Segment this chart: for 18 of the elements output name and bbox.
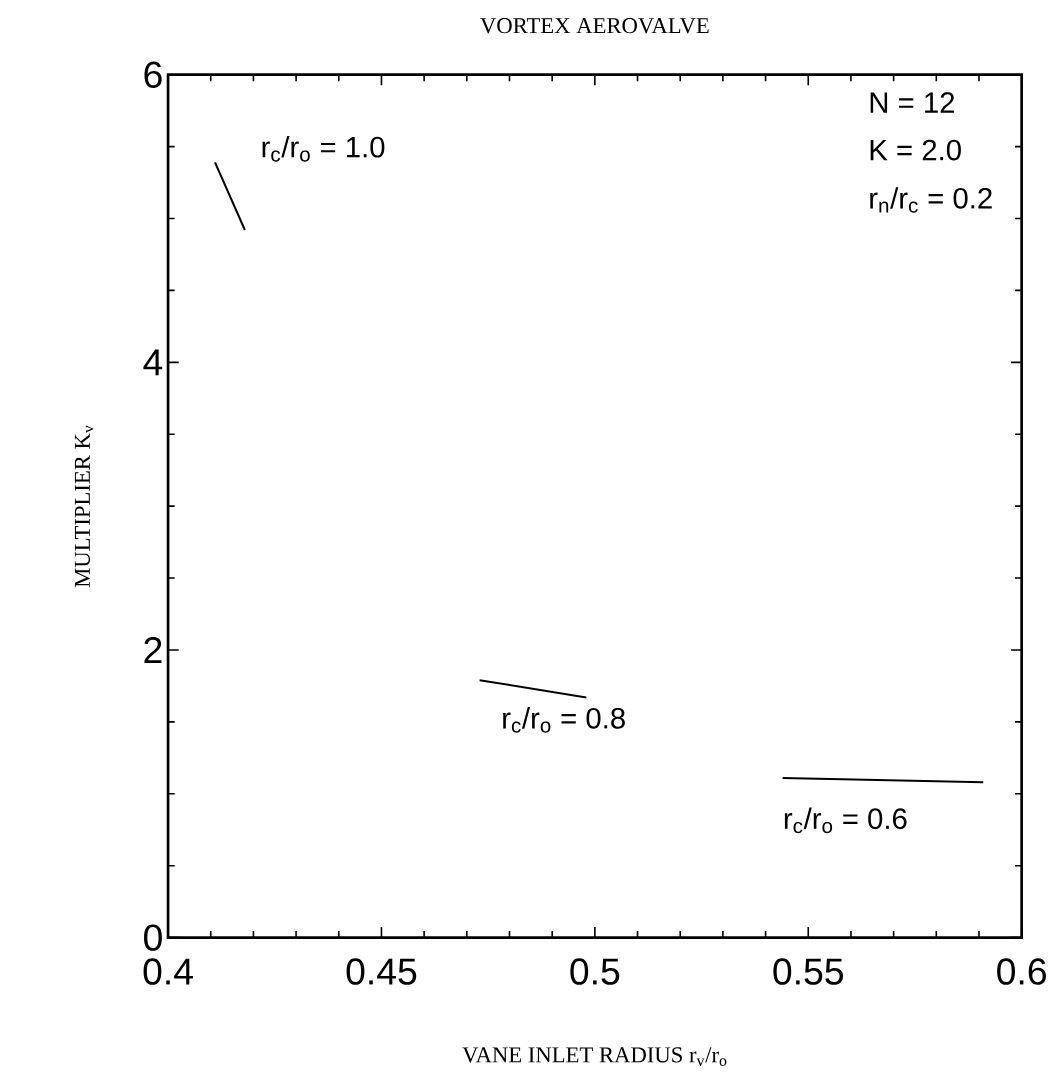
x-axis-title: VANE INLET RADIUS r$_{v}$/r$_{o}$ — [462, 1047, 727, 1066]
annotation: r$_{n}$/r$_{c}$ = 0.2 — [870, 187, 992, 213]
annotation: N = 12 — [870, 92, 955, 113]
y-tick-label: 2 — [144, 636, 162, 664]
y-tick-label: 4 — [143, 349, 163, 376]
annotation: r$_{c}$/r$_{o}$ = 0.6 — [784, 807, 907, 834]
y-tick-label: 6 — [144, 61, 162, 88]
annotation: r$_{c}$/r$_{o}$ = 1.0 — [262, 136, 385, 162]
x-tick-label: 0.6 — [997, 958, 1046, 985]
annotation: r$_{c}$/r$_{o}$ = 0.8 — [503, 707, 625, 733]
x-tick-label: 0.5 — [570, 958, 620, 985]
chart-title: VORTEX AEROVALVE — [480, 18, 709, 34]
x-tick-label: 0.4 — [143, 958, 193, 985]
y-tick-label: 0 — [144, 924, 162, 951]
y-axis-title: MULTIPLIER K$_{v}$ — [74, 425, 94, 588]
annotation: K = 2.0 — [870, 139, 961, 161]
x-tick-label: 0.55 — [773, 958, 844, 985]
x-tick-label: 0.45 — [346, 958, 417, 985]
